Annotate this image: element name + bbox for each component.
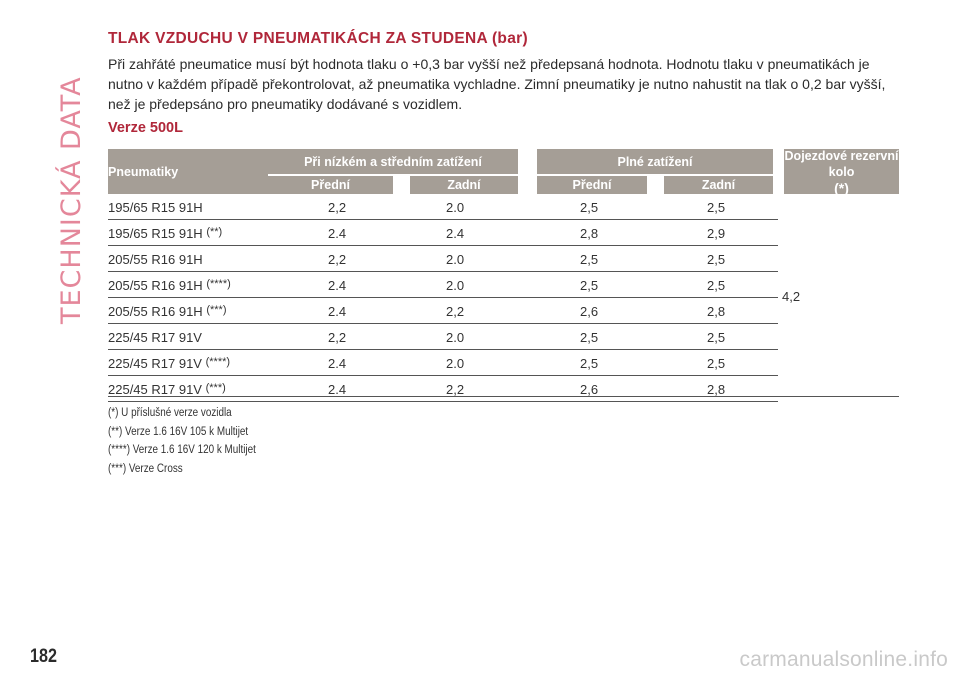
pressure-low-rear: 2.0 [446, 200, 465, 215]
watermark: carmanualsonline.info [739, 648, 948, 671]
tyre-footnote-mark: (***) [205, 382, 226, 394]
tyre-size: 225/45 R17 91V (****) [108, 356, 230, 371]
footnote: (**) Verze 1.6 16V 105 k Multijet [108, 425, 249, 438]
pressure-full-rear: 2,5 [707, 356, 726, 371]
tyre-size: 225/45 R17 91V [108, 330, 202, 345]
pressure-low-front: 2,2 [328, 200, 347, 215]
table-row: 225/45 R17 91V 2,2 2.0 2,5 2,5 [108, 324, 778, 350]
section-side-title-text: TECHNICKÁ DATA [56, 76, 87, 324]
tyre-size: 225/45 R17 91V (***) [108, 382, 226, 397]
table-header: Pneumatiky Při nízkém a středním zatížen… [108, 148, 899, 196]
pressure-full-rear: 2,5 [707, 200, 726, 215]
header-low-front: Přední [268, 176, 393, 194]
pressure-full-front: 2,5 [580, 278, 599, 293]
pressure-low-front: 2.4 [328, 278, 347, 293]
pressure-low-rear: 2.0 [446, 330, 465, 345]
pressure-low-rear: 2,2 [446, 382, 465, 397]
header-group-low-label: Při nízkém a středním zatížení [304, 154, 482, 169]
table-row: 225/45 R17 91V (****) 2.4 2.0 2,5 2,5 [108, 350, 778, 376]
table-row: 205/55 R16 91H (***) 2.4 2,2 2,6 2,8 [108, 298, 778, 324]
tyre-footnote-mark: (****) [206, 278, 231, 290]
header-group-low: Při nízkém a středním zatížení [268, 149, 518, 174]
table-row: 195/65 R15 91H (**) 2.4 2.4 2,8 2,9 [108, 220, 778, 246]
header-tyres-label: Pneumatiky [108, 164, 179, 179]
header-spare-label: Dojezdové rezervní kolo [784, 148, 899, 179]
tyre-size-text: 225/45 R17 91V [108, 330, 202, 345]
tyre-size-text: 205/55 R16 91H [108, 252, 203, 267]
header-tyres: Pneumatiky [108, 149, 268, 194]
header-low-rear: Zadní [410, 176, 518, 194]
tyre-size-text: 225/45 R17 91V [108, 356, 202, 371]
tyre-pressure-table: Pneumatiky Při nízkém a středním zatížen… [108, 149, 899, 402]
footnote: (****) Verze 1.6 16V 120 k Multijet [108, 444, 256, 456]
footnote: (*) U příslušné verze vozidla [108, 407, 232, 419]
pressure-low-rear: 2.0 [446, 356, 465, 371]
intro-paragraph: Při zahřáté pneumatice musí být hodnota … [108, 56, 886, 112]
footnote: (***) Verze Cross [108, 462, 183, 475]
pressure-low-rear: 2.0 [446, 278, 465, 293]
table-bottom-rule [108, 396, 899, 397]
table-row: 205/55 R16 91H (****) 2.4 2.0 2,5 2,5 [108, 272, 778, 298]
tyre-footnote-mark: (**) [206, 226, 223, 238]
header-spare: Dojezdové rezervní kolo (*) [784, 148, 899, 196]
header-full-rear: Zadní [664, 176, 773, 194]
header-low-front-label: Přední [311, 178, 350, 192]
version-subheading: Verze 500L [108, 120, 183, 136]
page-number: 182 [30, 646, 57, 667]
tyre-size-text: 205/55 R16 91H [108, 304, 203, 319]
header-low-rear-label: Zadní [447, 178, 481, 192]
pressure-low-rear: 2.4 [446, 226, 465, 241]
tyre-size: 205/55 R16 91H (****) [108, 278, 231, 293]
pressure-full-rear: 2,5 [707, 330, 726, 345]
page-heading: TLAK VZDUCHU V PNEUMATIKÁCH ZA STUDENA (… [108, 30, 528, 47]
tyre-footnote-mark: (****) [205, 356, 231, 368]
tyre-size: 205/55 R16 91H (***) [108, 304, 226, 319]
tyre-size-text: 225/45 R17 91V [108, 382, 202, 397]
pressure-full-front: 2,6 [580, 382, 599, 397]
tyre-size: 205/55 R16 91H [108, 252, 203, 267]
table-row: 225/45 R17 91V (***) 2.4 2,2 2,6 2,8 [108, 376, 778, 402]
tyre-footnote-mark: (***) [206, 304, 227, 316]
pressure-full-rear: 2,9 [707, 226, 726, 241]
pressure-full-front: 2,5 [580, 330, 599, 345]
spare-wheel-value: 4,2 [782, 289, 801, 304]
header-spare-mark: (*) [834, 179, 849, 196]
pressure-full-rear: 2,5 [707, 278, 726, 293]
pressure-full-front: 2,5 [580, 356, 599, 371]
tyre-size-text: 205/55 R16 91H [108, 278, 203, 293]
pressure-full-front: 2,5 [580, 200, 599, 215]
pressure-full-rear: 2,8 [707, 304, 726, 319]
pressure-full-front: 2,6 [580, 304, 599, 319]
header-full-rear-label: Zadní [701, 178, 736, 192]
pressure-full-front: 2,5 [580, 252, 599, 267]
tyre-size: 195/65 R15 91H (**) [108, 226, 222, 241]
pressure-low-rear: 2.0 [446, 252, 465, 267]
table-row: 195/65 R15 91H 2,2 2.0 2,5 2,5 [108, 194, 778, 220]
table-row: 205/55 R16 91H 2,2 2.0 2,5 2,5 [108, 246, 778, 272]
header-group-full: Plné zatížení [537, 149, 773, 174]
header-full-front-label: Přední [572, 178, 612, 192]
tyre-size-text: 195/65 R15 91H [108, 200, 203, 215]
pressure-low-front: 2,2 [328, 252, 347, 267]
pressure-low-rear: 2,2 [446, 304, 465, 319]
pressure-low-front: 2.4 [328, 226, 347, 241]
footnotes: (*) U příslušné verze vozidla (**) Verze… [108, 404, 256, 478]
pressure-full-front: 2,8 [580, 226, 599, 241]
pressure-full-rear: 2,8 [707, 382, 726, 397]
header-group-full-label: Plné zatížení [617, 154, 693, 169]
tyre-size-text: 195/65 R15 91H [108, 226, 203, 241]
section-side-title: TECHNICKÁ DATA [56, 24, 96, 324]
pressure-low-front: 2,2 [328, 330, 347, 345]
pressure-low-front: 2.4 [328, 356, 347, 371]
pressure-low-front: 2.4 [328, 382, 347, 397]
tyre-size: 195/65 R15 91H [108, 200, 203, 215]
pressure-full-rear: 2,5 [707, 252, 726, 267]
header-full-front: Přední [537, 176, 647, 194]
table-body: 195/65 R15 91H 2,2 2.0 2,5 2,5 195/65 R15 91H… [108, 194, 899, 402]
pressure-low-front: 2.4 [328, 304, 347, 319]
